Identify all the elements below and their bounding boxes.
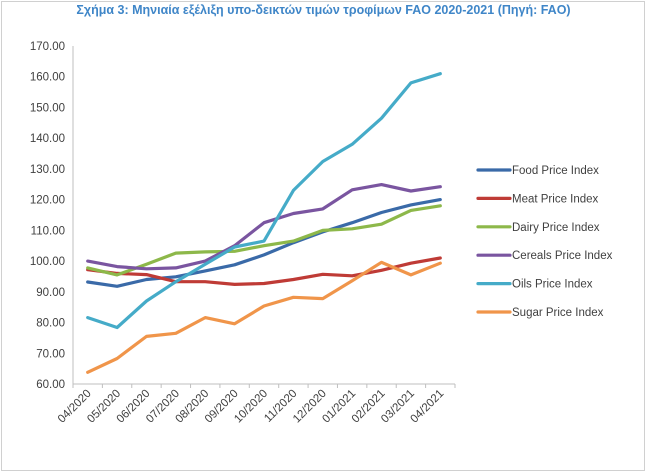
y-tick-label: 150.00 (30, 102, 65, 114)
series-line-oils-price-index (86, 72, 442, 330)
y-tick-label: 90.00 (36, 287, 65, 299)
series-line-meat-price-index (86, 256, 442, 286)
legend-label-dairy-price-index: Dairy Price Index (512, 222, 600, 234)
series-line-cereals-price-index (86, 183, 442, 271)
y-tick-label: 170.00 (30, 41, 65, 53)
legend-label-sugar-price-index: Sugar Price Index (512, 307, 604, 319)
legend-label-cereals-price-index: Cereals Price Index (512, 250, 613, 262)
chart-title: Σχήμα 3: Μηνιαία εξέλιξη υπο-δεικτών τιμ… (76, 3, 571, 17)
y-tick-label: 70.00 (36, 348, 65, 360)
legend: Food Price Index Meat Price Index Dairy Pr… (476, 165, 613, 319)
y-tick-label: 140.00 (30, 133, 65, 145)
y-tick-label: 130.00 (30, 164, 65, 176)
legend-label-meat-price-index: Meat Price Index (512, 193, 599, 205)
y-tick-label: 110.00 (31, 225, 65, 237)
y-tick-label: 100.00 (30, 256, 65, 268)
legend-label-oils-price-index: Oils Price Index (512, 279, 593, 291)
series-line-dairy-price-index (86, 204, 442, 277)
series-line-food-price-index (86, 198, 442, 288)
y-tick-label: 160.00 (30, 72, 65, 84)
series-line-sugar-price-index (86, 260, 442, 374)
series-lines (86, 72, 442, 374)
y-tick-label: 120.00 (30, 195, 65, 207)
y-tick-label: 60.00 (36, 379, 65, 391)
y-tick-label: 80.00 (36, 318, 65, 330)
legend-label-food-price-index: Food Price Index (512, 165, 599, 177)
